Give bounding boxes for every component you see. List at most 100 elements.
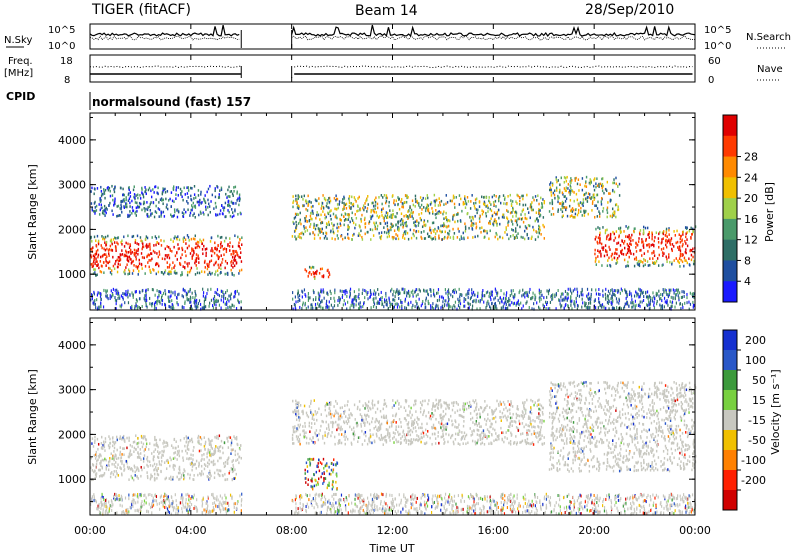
scatter-point (673, 512, 675, 516)
scatter-point (319, 267, 322, 271)
scatter-point (222, 506, 224, 510)
scatter-point (409, 294, 411, 298)
scatter-point (574, 303, 576, 307)
scatter-point (298, 205, 300, 209)
scatter-point (458, 203, 461, 206)
scatter-point (329, 210, 331, 213)
scatter-point (163, 500, 166, 504)
scatter-point (512, 295, 514, 299)
scatter-point (364, 206, 366, 209)
scatter-point (319, 218, 321, 221)
scatter-point (497, 197, 500, 201)
scatter-point (510, 499, 512, 503)
scatter-point (668, 291, 671, 295)
scatter-point (136, 508, 138, 512)
scatter-point (608, 245, 610, 249)
scatter-point (556, 189, 558, 192)
scatter-point (418, 297, 420, 301)
scatter-point (98, 291, 100, 295)
scatter-point (167, 199, 170, 202)
scatter-point (415, 299, 417, 303)
scatter-point (620, 250, 622, 253)
scatter-point (689, 501, 691, 505)
scatter-point (508, 297, 510, 301)
scatter-point (117, 256, 120, 259)
scatter-point (598, 287, 600, 291)
scatter-point (598, 300, 600, 304)
scatter-point (229, 294, 231, 298)
scatter-point (643, 499, 646, 503)
scatter-point (155, 263, 157, 267)
scatter-point (120, 294, 123, 298)
scatter-point (446, 303, 448, 307)
scatter-point (124, 272, 126, 276)
scatter-point (170, 205, 172, 209)
scatter-point (499, 301, 501, 305)
scatter-point (321, 300, 323, 304)
scatter-point (657, 495, 659, 499)
scatter-point (100, 189, 103, 193)
beam-title: Beam 14 (355, 3, 418, 19)
scatter-point (216, 184, 218, 188)
scatter-point (175, 186, 178, 189)
scatter-point (613, 232, 615, 236)
scatter-point (637, 263, 639, 267)
scatter-point (160, 213, 162, 216)
scatter-point (223, 239, 226, 243)
scatter-point (330, 217, 332, 221)
scatter-point (184, 300, 186, 304)
scatter-point (227, 195, 229, 198)
scatter-point (539, 504, 542, 508)
scatter-point (425, 289, 427, 293)
scatter-point (430, 201, 433, 204)
scatter-point (611, 252, 614, 256)
scatter-point (334, 288, 336, 292)
scatter-point (167, 295, 169, 299)
scatter-point (149, 506, 152, 510)
scatter-point (500, 289, 502, 293)
scatter-point (440, 508, 442, 512)
scatter-point (499, 235, 501, 239)
scatter-point (628, 292, 631, 296)
scatter-point (630, 252, 632, 255)
scatter-point (609, 263, 611, 267)
scatter-point (407, 195, 409, 199)
scatter-point (135, 251, 137, 255)
scatter-point (144, 493, 146, 497)
scatter-point (393, 229, 396, 233)
scatter-point (158, 201, 160, 204)
scatter-point (586, 508, 588, 512)
scatter-point (190, 208, 192, 212)
scatter-point (361, 238, 364, 241)
scatter-point (352, 234, 354, 237)
scatter-point (580, 291, 582, 295)
scatter-point (641, 291, 644, 295)
scatter-point (155, 243, 157, 247)
scatter-point (417, 509, 419, 513)
scatter-point (431, 207, 433, 210)
scatter-point (462, 511, 464, 515)
scatter-point (297, 292, 299, 296)
scatter-point (205, 251, 207, 255)
scatter-point (433, 230, 435, 234)
scatter-point (472, 290, 475, 294)
scatter-point (221, 261, 223, 264)
scatter-point (406, 294, 408, 298)
scatter-point (133, 252, 136, 255)
scatter-point (199, 238, 201, 242)
scatter-point (354, 502, 356, 506)
scatter-point (662, 254, 664, 257)
colorbar-tick-label: 8 (744, 254, 751, 267)
scatter-point (618, 227, 620, 230)
scatter-point (358, 292, 360, 296)
scatter-point (426, 289, 428, 293)
scatter-point (336, 203, 339, 206)
scatter-point (691, 508, 693, 512)
scatter-point (652, 261, 654, 264)
scatter-point (138, 258, 140, 262)
scatter-point (585, 301, 587, 305)
scatter-point (584, 301, 586, 305)
scatter-point (213, 508, 215, 512)
scatter-point (580, 210, 582, 213)
scatter-point (556, 180, 558, 184)
